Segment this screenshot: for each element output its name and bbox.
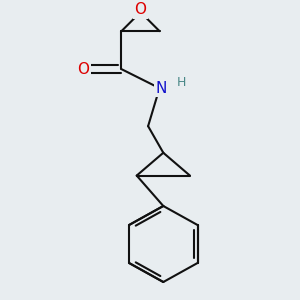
Text: O: O	[77, 61, 89, 76]
Text: H: H	[177, 76, 186, 89]
Text: N: N	[156, 81, 167, 96]
Text: O: O	[134, 2, 146, 17]
